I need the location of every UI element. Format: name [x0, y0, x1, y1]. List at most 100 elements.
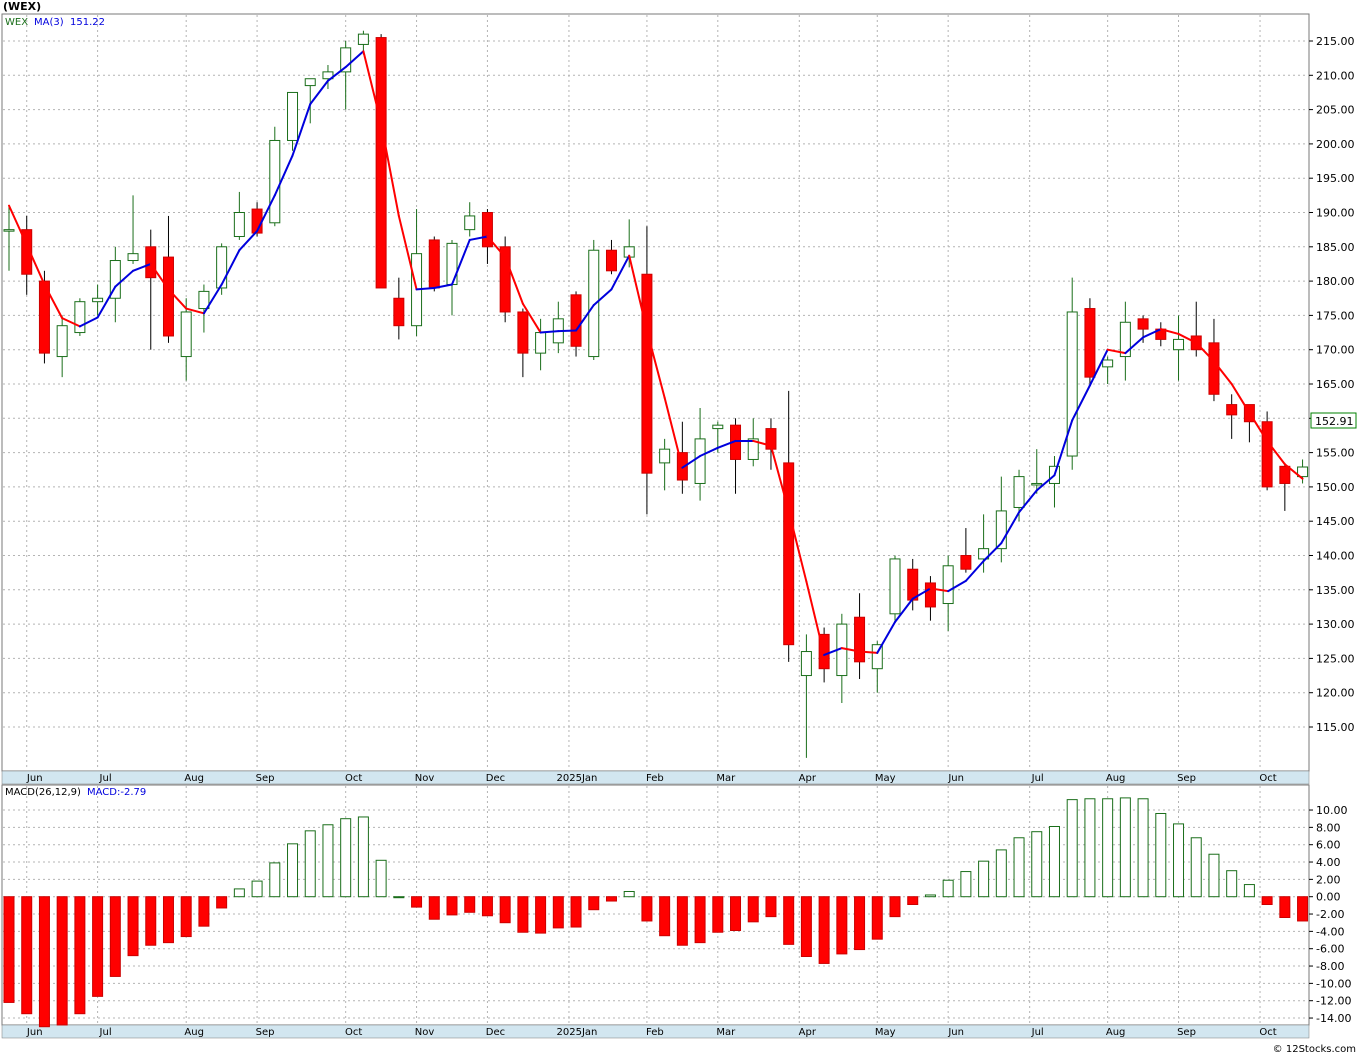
macd-bar — [375, 859, 387, 898]
ma-segment — [681, 455, 702, 469]
macd-bar — [109, 896, 121, 977]
candle-body — [605, 249, 617, 272]
ma-segment — [1230, 383, 1251, 414]
month-label: Jun — [26, 773, 43, 784]
macd-bar — [74, 896, 86, 1015]
ma-segment — [468, 235, 489, 241]
ma-segment — [273, 154, 294, 197]
price-y-tick-label: 210.00 — [1316, 69, 1355, 82]
macd-bar — [446, 896, 458, 916]
month-label: Sep — [1177, 1027, 1196, 1038]
candle-body — [322, 71, 334, 80]
candle-body — [1261, 421, 1273, 488]
ma-segment — [132, 262, 152, 272]
ma-segment — [911, 587, 932, 600]
ma-segment — [876, 621, 896, 654]
candle-body — [924, 582, 936, 608]
ma-segment — [1053, 419, 1074, 477]
macd-y-tick-label: -12.00 — [1316, 995, 1351, 1008]
ma-segment — [78, 316, 99, 328]
candle-body — [783, 462, 795, 646]
macd-bar — [623, 890, 635, 898]
moving-average-line — [8, 50, 1304, 656]
macd-bar — [1297, 896, 1309, 922]
candle-body — [570, 294, 582, 347]
ma-segment — [521, 302, 542, 334]
price-y-tick-label: 205.00 — [1316, 104, 1355, 117]
candle-body — [641, 273, 653, 474]
candle-body — [889, 558, 901, 615]
macd-y-tick-label: 8.00 — [1316, 821, 1341, 834]
month-label: Sep — [256, 1027, 275, 1038]
ma-segment — [769, 444, 790, 512]
month-axis-band-top — [1, 770, 1310, 785]
ma-segment — [167, 288, 188, 310]
macd-bar — [1226, 870, 1238, 898]
candle-body — [659, 448, 671, 464]
ma-segment — [628, 254, 648, 332]
macd-bar — [1208, 853, 1220, 898]
macd-bar — [676, 896, 688, 946]
month-axis-top: Jun Jul Aug Sep Oct Nov Dec 2025Jan Feb Mar Apr May… — [26, 773, 1277, 784]
candle-body — [1208, 342, 1220, 395]
macd-bar — [393, 896, 405, 899]
macd-bar — [1279, 896, 1291, 919]
ma-segment — [1212, 360, 1233, 385]
ma-segment — [1088, 348, 1109, 387]
macd-bar — [1243, 884, 1255, 898]
month-label: Oct — [345, 773, 362, 784]
macd-bar — [411, 896, 423, 908]
ma-segment — [96, 285, 117, 319]
price-y-tick-label: 125.00 — [1316, 652, 1355, 665]
price-y-tick-label: 145.00 — [1316, 515, 1355, 528]
price-y-tick-label: 185.00 — [1316, 241, 1355, 254]
price-y-tick-label: 190.00 — [1316, 207, 1355, 220]
candle-body — [180, 311, 192, 358]
ma-segment — [1071, 384, 1091, 422]
month-label: May — [875, 1027, 896, 1038]
candle-body — [1279, 465, 1291, 484]
macd-bar — [907, 896, 919, 906]
ma-segment — [894, 597, 914, 624]
candle-body — [942, 565, 954, 605]
macd-bar — [127, 896, 139, 957]
month-label: Jun — [947, 1027, 964, 1038]
ma-segment — [1000, 511, 1021, 545]
ma-segment — [149, 262, 170, 291]
macd-bar — [340, 818, 352, 898]
candle-body — [127, 253, 139, 262]
candle-body — [747, 438, 759, 460]
candle-body — [162, 256, 174, 337]
macd-bar — [659, 896, 671, 937]
price-y-tick-label: 215.00 — [1316, 35, 1355, 48]
month-label: Jul — [99, 1027, 112, 1038]
ma-segment — [1177, 332, 1198, 344]
ma-segment — [964, 559, 985, 582]
macd-bar — [1102, 798, 1114, 898]
legend-ma-label: MA(3) — [34, 17, 64, 28]
macd-bar — [1084, 798, 1096, 898]
candle-body — [1137, 318, 1149, 330]
month-label: Mar — [716, 1027, 736, 1038]
macd-bar — [1190, 837, 1202, 898]
copyright-credit: © 12Stocks.com — [1272, 1044, 1356, 1055]
macd-y-tick-label: 0.00 — [1316, 891, 1341, 904]
month-label: Jul — [1031, 1027, 1044, 1038]
macd-bar — [1137, 798, 1149, 898]
macd-y-tick-label: -14.00 — [1316, 1012, 1351, 1025]
ma-segment — [1266, 439, 1286, 466]
month-label: Oct — [345, 1027, 362, 1038]
macd-bar — [800, 896, 812, 958]
macd-bar — [464, 896, 476, 913]
candle-body — [1031, 482, 1043, 486]
candle-body — [198, 290, 210, 310]
macd-bar — [56, 896, 68, 1026]
candle-body — [56, 325, 68, 358]
ma-segment — [1106, 348, 1127, 355]
macd-bar — [1048, 825, 1060, 898]
ma-segment — [823, 647, 843, 656]
price-y-tick-label: 135.00 — [1316, 584, 1355, 597]
candle-body — [269, 139, 281, 224]
month-label: Dec — [486, 1027, 505, 1038]
ma-segment — [1159, 328, 1180, 335]
